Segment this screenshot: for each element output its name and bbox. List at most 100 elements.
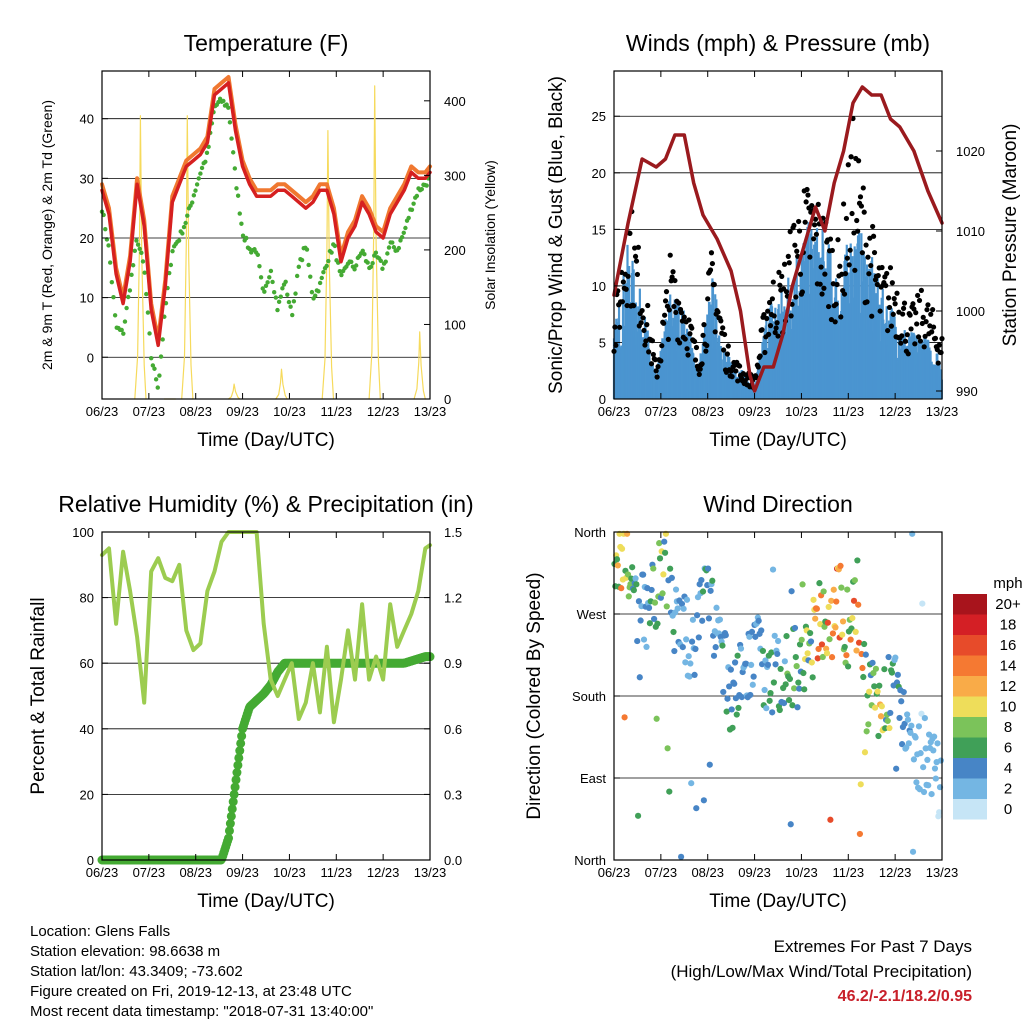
y-tick-label: 25 (592, 109, 606, 124)
y-axis-label: Percent & Total Rainfall (28, 597, 49, 794)
dewpoint-point (409, 207, 415, 212)
dewpoint-point (106, 243, 111, 248)
wind-direction-point (872, 665, 880, 672)
x-tick-label: 12/23 (879, 404, 912, 419)
gust-point (696, 371, 702, 377)
legend-swatch (953, 635, 987, 656)
wind-direction-point (686, 673, 693, 680)
wind-direction-point (653, 715, 660, 722)
x-tick-label: 13/23 (926, 404, 959, 419)
gust-point (826, 303, 832, 310)
wind-direction-point (896, 714, 903, 722)
dewpoint-point (329, 250, 334, 255)
wind-direction-point (915, 723, 923, 730)
wind-direction-point (821, 623, 828, 630)
wind-direction-point (748, 661, 755, 668)
wind-direction-point (871, 704, 879, 711)
dewpoint-point (290, 312, 295, 318)
wind-direction-point (930, 747, 937, 754)
gust-point (928, 311, 934, 317)
dewpoint-point (296, 264, 301, 270)
y-tick-label: North (574, 853, 606, 868)
wind-direction-point (672, 586, 680, 593)
wind-direction-point (894, 671, 901, 678)
wind-direction-point (861, 749, 869, 756)
dewpoint-point (198, 171, 203, 176)
wind-direction-point (917, 750, 924, 757)
wind-direction-point (852, 628, 859, 635)
gust-point (781, 261, 788, 267)
y-tick-label: 20 (80, 231, 94, 246)
gust-point (848, 154, 854, 160)
wind-direction-point (877, 713, 885, 720)
wind-direction-point (723, 708, 730, 715)
dewpoint-point (103, 226, 108, 232)
wind-direction-point (693, 805, 700, 812)
dewpoint-point (152, 366, 157, 371)
gust-point (728, 368, 734, 374)
y-axis-right-label: Station Pressure (Maroon) (1000, 124, 1021, 347)
gust-point (913, 310, 919, 316)
dewpoint-point (354, 263, 359, 268)
wind-direction-point (887, 709, 894, 717)
wind-direction-point (788, 588, 795, 595)
precip-point (232, 768, 242, 778)
gust-point (935, 360, 941, 366)
gust-point (684, 346, 690, 352)
gust-point (649, 338, 656, 344)
dewpoint-point (142, 270, 147, 275)
gust-point (724, 351, 730, 357)
wind-direction-point (666, 788, 673, 795)
gust-point (644, 322, 650, 328)
gust-point (764, 315, 770, 322)
wind-direction-point (664, 745, 671, 752)
wind-direction-point (853, 647, 860, 654)
gust-point (762, 349, 768, 356)
wind-direction-point (716, 616, 723, 623)
y-right-tick-label: 400 (444, 94, 466, 109)
x-tick-label: 09/23 (226, 404, 259, 419)
dewpoint-point (278, 294, 283, 299)
wind-direction-point (920, 788, 928, 796)
wind-direction-point (759, 647, 767, 655)
gust-point (907, 312, 913, 318)
gust-point (796, 228, 803, 234)
station-location: Location: Glens Falls (30, 923, 171, 940)
gust-point (916, 297, 923, 304)
wind-direction-point (783, 633, 790, 640)
x-axis-label: Time (Day/UTC) (709, 891, 847, 912)
dewpoint-point (411, 201, 416, 206)
gust-point (792, 242, 798, 248)
wind-direction-point (722, 632, 729, 639)
wind-direction-point (860, 673, 867, 681)
plot-frame (613, 70, 943, 400)
wind-direction-point (791, 685, 798, 692)
solar-insolation-line (368, 85, 381, 400)
dewpoint-point (368, 264, 374, 269)
gust-point (899, 333, 905, 339)
gust-point (632, 253, 639, 260)
gust-point (905, 351, 911, 357)
gust-point (865, 254, 871, 260)
gust-point (854, 217, 860, 224)
meteogram-canvas: 06/23 07/23 08/23 09/23 10/23 11/23 12/23 13/23… (28, 30, 1023, 912)
gust-point (638, 320, 644, 326)
wind-direction-point (648, 586, 655, 594)
wind-direction-point (825, 603, 832, 611)
wind-direction-point (796, 685, 803, 692)
dewpoint-point (235, 193, 241, 198)
gust-point (889, 280, 895, 286)
wind-direction-point (705, 615, 713, 622)
wind-direction-point (699, 617, 706, 624)
x-axis-label: Time (Day/UTC) (197, 430, 335, 451)
wind-direction-point (849, 615, 856, 622)
precip-point (229, 789, 239, 799)
wind-direction-point (700, 797, 707, 804)
gust-point (900, 311, 906, 317)
dewpoint-point (262, 289, 267, 294)
wind-direction-point (919, 600, 926, 607)
wind-direction-point (871, 683, 878, 690)
dewpoint-point (373, 250, 379, 255)
dewpoint-point (265, 280, 270, 285)
panel-3: 06/23 07/23 08/23 09/23 10/23 11/23 12/23 13/23… (28, 491, 474, 912)
